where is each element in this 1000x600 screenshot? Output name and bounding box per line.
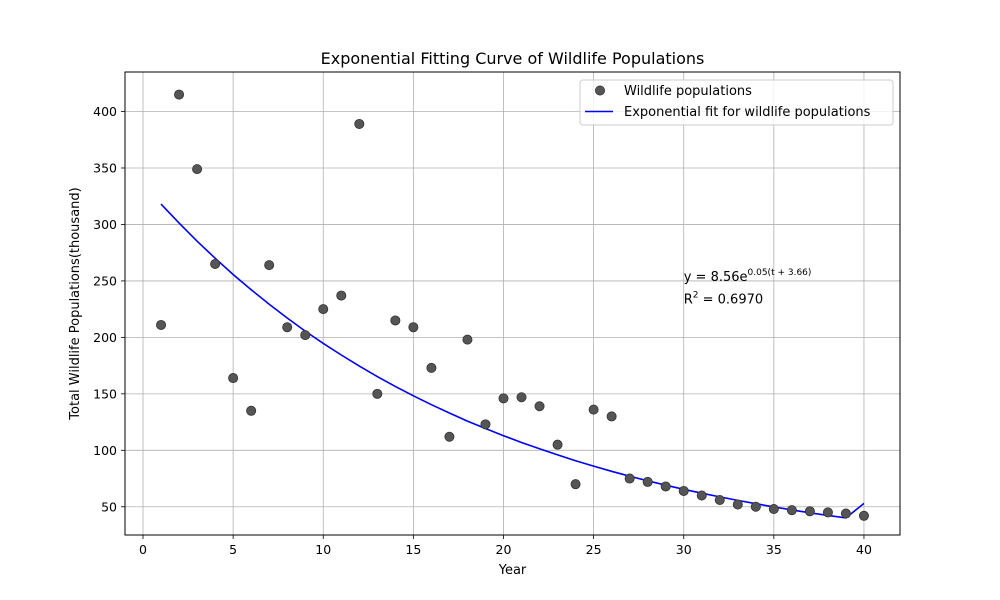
x-tick-label: 40 (856, 542, 872, 557)
x-tick-label: 30 (676, 542, 692, 557)
x-tick-label: 20 (496, 542, 512, 557)
data-point (714, 494, 725, 505)
data-point (228, 373, 239, 384)
y-tick-label: 400 (93, 104, 117, 119)
data-point (660, 481, 671, 492)
data-point (552, 439, 563, 450)
data-point (246, 405, 257, 416)
data-point (300, 330, 311, 341)
plot-frame (124, 71, 901, 536)
x-axis-ticks: 0 5 10 15 20 25 30 35 40 (139, 535, 872, 557)
data-point (768, 504, 779, 515)
y-axis-label: Total Wildlife Populations(thousand) (68, 187, 83, 420)
data-point (480, 419, 491, 430)
legend-label-scatter: Wildlife populations (624, 84, 752, 99)
x-tick-label: 15 (405, 542, 421, 557)
y-tick-label: 350 (93, 160, 117, 175)
data-point (174, 89, 185, 100)
chart-title: Exponential Fitting Curve of Wildlife Po… (321, 49, 705, 68)
data-point (426, 362, 437, 373)
data-point (624, 473, 635, 484)
data-point (642, 476, 653, 487)
data-point (732, 499, 743, 510)
legend-box (579, 79, 894, 126)
data-point (786, 505, 797, 516)
data-point (264, 260, 275, 271)
data-point (156, 319, 167, 330)
data-point (210, 258, 221, 269)
data-point (498, 393, 509, 404)
data-point (750, 501, 761, 512)
x-tick-label: 5 (229, 542, 237, 557)
y-tick-label: 150 (93, 386, 117, 401)
data-point (588, 404, 599, 415)
data-point (390, 315, 401, 326)
legend-label-line: Exponential fit for wildlife populations (624, 105, 871, 120)
data-point (570, 479, 581, 490)
data-point (336, 290, 347, 301)
legend: Wildlife populations Exponential fit for… (579, 79, 894, 126)
data-point (192, 164, 203, 175)
x-tick-label: 10 (315, 542, 331, 557)
data-point (408, 322, 419, 333)
data-point (282, 322, 293, 333)
y-tick-label: 300 (93, 217, 117, 232)
scatter-points (156, 89, 869, 521)
x-tick-label: 0 (139, 542, 147, 557)
data-point (804, 506, 815, 517)
data-point (840, 508, 851, 519)
data-point (822, 507, 833, 518)
fit-line-group (160, 203, 865, 519)
r-squared-annotation: R2 = 0.6970 (684, 291, 763, 308)
y-tick-label: 100 (93, 443, 117, 458)
data-point (678, 485, 689, 496)
data-point (372, 388, 383, 399)
data-point (534, 401, 545, 412)
y-tick-label: 50 (101, 499, 117, 514)
data-point (606, 411, 617, 422)
y-axis-ticks: 50 100 150 200 250 300 350 400 (93, 104, 125, 514)
data-point (696, 490, 707, 501)
equation-annotation: y = 8.56e0.05(t + 3.66) (684, 268, 812, 285)
data-point (354, 118, 365, 129)
data-point (858, 510, 869, 521)
y-tick-label: 250 (93, 273, 117, 288)
data-point (444, 431, 455, 442)
fit-line (160, 203, 865, 519)
data-point (516, 392, 527, 403)
data-point (318, 304, 329, 315)
x-axis-label: Year (498, 563, 527, 578)
y-tick-label: 200 (93, 330, 117, 345)
annotations: y = 8.56e0.05(t + 3.66) R2 = 0.6970 (684, 268, 812, 308)
data-point (462, 334, 473, 345)
legend-marker-scatter (595, 85, 606, 96)
x-tick-label: 35 (766, 542, 782, 557)
x-tick-label: 25 (586, 542, 602, 557)
